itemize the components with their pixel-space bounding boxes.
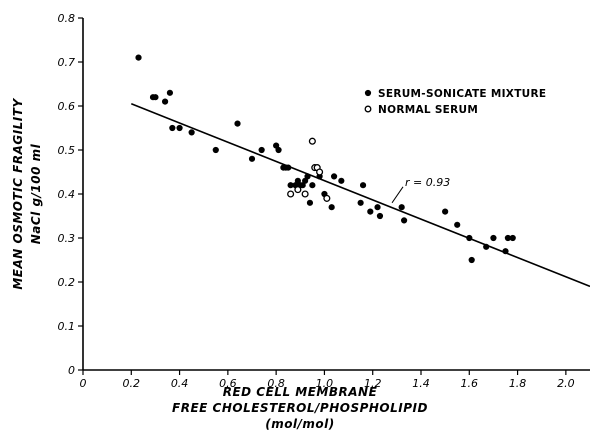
data-point-serum-sonicate [188,129,195,136]
data-point-serum-sonicate [135,54,142,61]
data-point-serum-sonicate [454,221,461,228]
data-point-normal-serum [316,168,324,176]
y-tick-label: 0.7 [58,56,76,69]
data-point-serum-sonicate [304,173,311,180]
data-point-serum-sonicate [401,217,408,224]
annotation-group: r = 0.93 [391,176,450,204]
data-point-serum-sonicate [212,146,219,154]
y-axis-title-line: NaCl g/100 ml [29,143,43,244]
x-axis-ticks: 0 0.2 0.4 0.6 0.8 1.0 1.2 1.4 1.6 1.8 2.0 [80,370,575,390]
legend-label-normal-serum: NORMAL SERUM [378,104,478,116]
x-tick-label: 0.8 [267,377,285,390]
axes [82,18,590,371]
annotation-leader [391,186,404,204]
legend: SERUM-SONICATE MIXTURE NORMAL SERUM [364,88,546,116]
data-points [135,54,516,264]
data-point-serum-sonicate [306,199,314,206]
legend-marker-normal-serum [364,105,372,113]
data-point-serum-sonicate [176,124,183,132]
data-point-serum-sonicate [152,94,159,101]
x-tick-label: 1.6 [461,377,479,390]
data-point-normal-serum [294,186,302,194]
x-tick-label: 0 [80,377,87,390]
data-point-serum-sonicate [275,146,282,154]
regression-line-group [130,103,590,288]
regression-line [130,103,590,288]
x-tick-label: 0.6 [219,377,237,390]
y-tick-label: 0.3 [58,232,76,245]
x-tick-label: 1.2 [364,377,382,390]
data-point-serum-sonicate [285,164,292,171]
data-point-serum-sonicate [490,234,497,242]
data-point-normal-serum [323,194,331,202]
data-point-serum-sonicate [398,204,405,211]
data-point-serum-sonicate [330,173,338,180]
data-point-serum-sonicate [309,182,316,189]
data-point-serum-sonicate [328,204,335,211]
data-point-serum-sonicate [357,199,364,206]
data-point-serum-sonicate [374,204,381,211]
y-axis-title: MEAN OSMOTIC FRAGILITY NaCl g/100 ml [11,98,43,290]
x-axis-title-line: FREE CHOLESTEROL/PHOSPHOLIPID [172,401,428,415]
x-tick-label: 0.4 [171,377,189,390]
y-tick-label: 0.4 [58,188,76,201]
data-point-normal-serum [287,190,295,198]
legend-label-serum-sonicate: SERUM-SONICATE MIXTURE [378,88,546,100]
x-tick-label: 2.0 [557,377,575,390]
data-point-serum-sonicate [442,208,449,215]
y-tick-label: 0 [68,364,75,377]
y-tick-label: 0.2 [58,276,76,289]
data-point-normal-serum [308,137,316,145]
data-point-serum-sonicate [509,234,516,242]
x-tick-label: 1.4 [412,377,430,390]
x-tick-label: 0.2 [123,377,141,390]
y-tick-label: 0.6 [58,100,76,113]
data-point-serum-sonicate [483,243,490,250]
y-axis-title-line: MEAN OSMOTIC FRAGILITY [11,98,25,290]
data-point-serum-sonicate [466,234,473,242]
data-point-serum-sonicate [258,146,265,154]
data-point-serum-sonicate [468,256,475,264]
data-point-serum-sonicate [338,177,345,184]
data-point-serum-sonicate [234,120,241,127]
x-axis-title: RED CELL MEMBRANE FREE CHOLESTEROL/PHOSPH… [172,385,428,431]
x-axis-title-line: (mol/mol) [265,417,335,431]
data-point-serum-sonicate [376,212,384,220]
correlation-annotation: r = 0.93 [405,176,450,189]
data-point-serum-sonicate [169,124,176,132]
x-tick-label: 1.8 [509,377,527,390]
data-point-serum-sonicate [161,98,169,105]
legend-marker-serum-sonicate [364,89,372,97]
data-point-serum-sonicate [359,182,367,189]
data-point-serum-sonicate [166,89,174,96]
data-point-serum-sonicate [248,155,256,162]
data-point-normal-serum [301,190,309,198]
data-point-serum-sonicate [502,248,509,255]
x-tick-label: 1.0 [316,377,334,390]
y-tick-label: 0.8 [58,12,76,25]
y-tick-label: 0.5 [58,144,76,157]
data-point-serum-sonicate [367,208,374,215]
x-axis-title-line: RED CELL MEMBRANE [223,385,378,399]
y-axis-ticks: 0 0.1 0.2 0.3 0.4 0.5 0.6 0.7 0.8 [58,12,83,377]
y-tick-label: 0.1 [58,320,76,333]
